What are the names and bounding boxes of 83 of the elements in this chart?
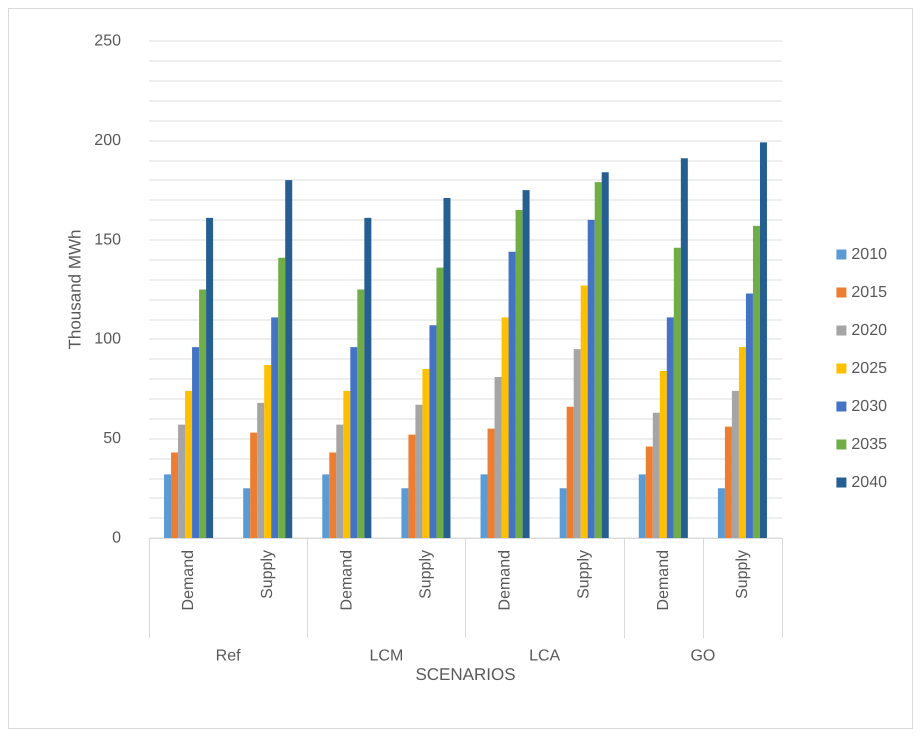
bar	[443, 198, 450, 538]
bar	[278, 258, 286, 538]
y-tick-label: 100	[94, 330, 122, 348]
bar	[594, 182, 602, 538]
bar	[522, 190, 530, 538]
bar	[408, 434, 416, 538]
bar	[357, 290, 364, 538]
legend-label: 2020	[851, 322, 888, 339]
x-tick-label: Demand	[654, 550, 672, 610]
bar	[199, 290, 206, 538]
legend-label: 2040	[851, 474, 888, 491]
bar	[724, 426, 732, 538]
x-tick-label: Supply	[259, 550, 276, 599]
bar	[646, 446, 653, 538]
bar	[322, 474, 330, 538]
bar	[588, 220, 595, 538]
bar	[760, 142, 767, 538]
bar	[732, 390, 739, 538]
bar	[574, 349, 581, 538]
bar	[257, 402, 264, 538]
text: GO	[690, 648, 716, 664]
x-tick-label: Supply	[576, 550, 593, 599]
text: LCA	[529, 648, 561, 664]
legend-label: 2035	[851, 436, 888, 453]
bar	[602, 172, 609, 538]
x-tick-label: Supply	[417, 550, 434, 599]
bar	[271, 317, 278, 538]
bar	[674, 248, 681, 538]
bar	[185, 390, 192, 538]
bar	[680, 158, 688, 538]
bar	[502, 317, 509, 538]
bar	[580, 286, 588, 538]
bar	[436, 268, 444, 538]
x-tick-label: Demand	[338, 550, 356, 610]
bar	[250, 432, 258, 538]
bar	[508, 252, 516, 538]
bar	[364, 218, 372, 538]
bar	[718, 488, 725, 538]
bar	[206, 218, 214, 538]
bar	[429, 325, 436, 538]
bar	[480, 474, 488, 538]
bar	[329, 452, 336, 538]
bar	[164, 474, 172, 538]
y-tick-label: 250	[94, 32, 122, 50]
x-tick-label: Supply	[734, 550, 751, 599]
x-axis-title: SCENARIOS	[415, 665, 516, 684]
legend-label: 2015	[851, 284, 888, 301]
y-axis-title: Thousand MWh	[65, 230, 84, 350]
bar	[343, 390, 350, 538]
bar	[350, 347, 358, 538]
bar	[738, 347, 746, 538]
bar	[285, 180, 292, 538]
bar	[660, 371, 667, 538]
bar	[264, 365, 272, 538]
x-tick-label: Demand	[180, 550, 198, 610]
bar	[652, 412, 660, 538]
bar	[171, 452, 178, 538]
bar	[752, 226, 760, 538]
bar	[494, 376, 502, 538]
y-tick-label: 200	[94, 132, 122, 149]
y-tick-label: 0	[112, 530, 122, 546]
y-tick-label: 50	[103, 430, 122, 448]
legend-label: 2025	[851, 360, 888, 377]
bar	[422, 369, 430, 538]
bar	[415, 404, 422, 538]
bar	[566, 406, 574, 538]
bar	[746, 293, 753, 538]
bar	[638, 474, 646, 538]
bar	[516, 210, 523, 538]
bar	[560, 488, 567, 538]
x-tick-label: Demand	[496, 550, 514, 610]
bar	[336, 424, 344, 538]
y-tick-label: 150	[94, 231, 122, 248]
text: LCM	[369, 648, 404, 664]
bar	[488, 428, 495, 538]
legend-label: 2030	[851, 398, 888, 415]
bar	[192, 347, 200, 538]
text: Ref	[216, 648, 242, 664]
bar	[243, 488, 250, 538]
bar	[178, 424, 186, 538]
legend-label: 2010	[851, 246, 888, 263]
bar	[401, 488, 408, 538]
bar	[666, 317, 674, 538]
